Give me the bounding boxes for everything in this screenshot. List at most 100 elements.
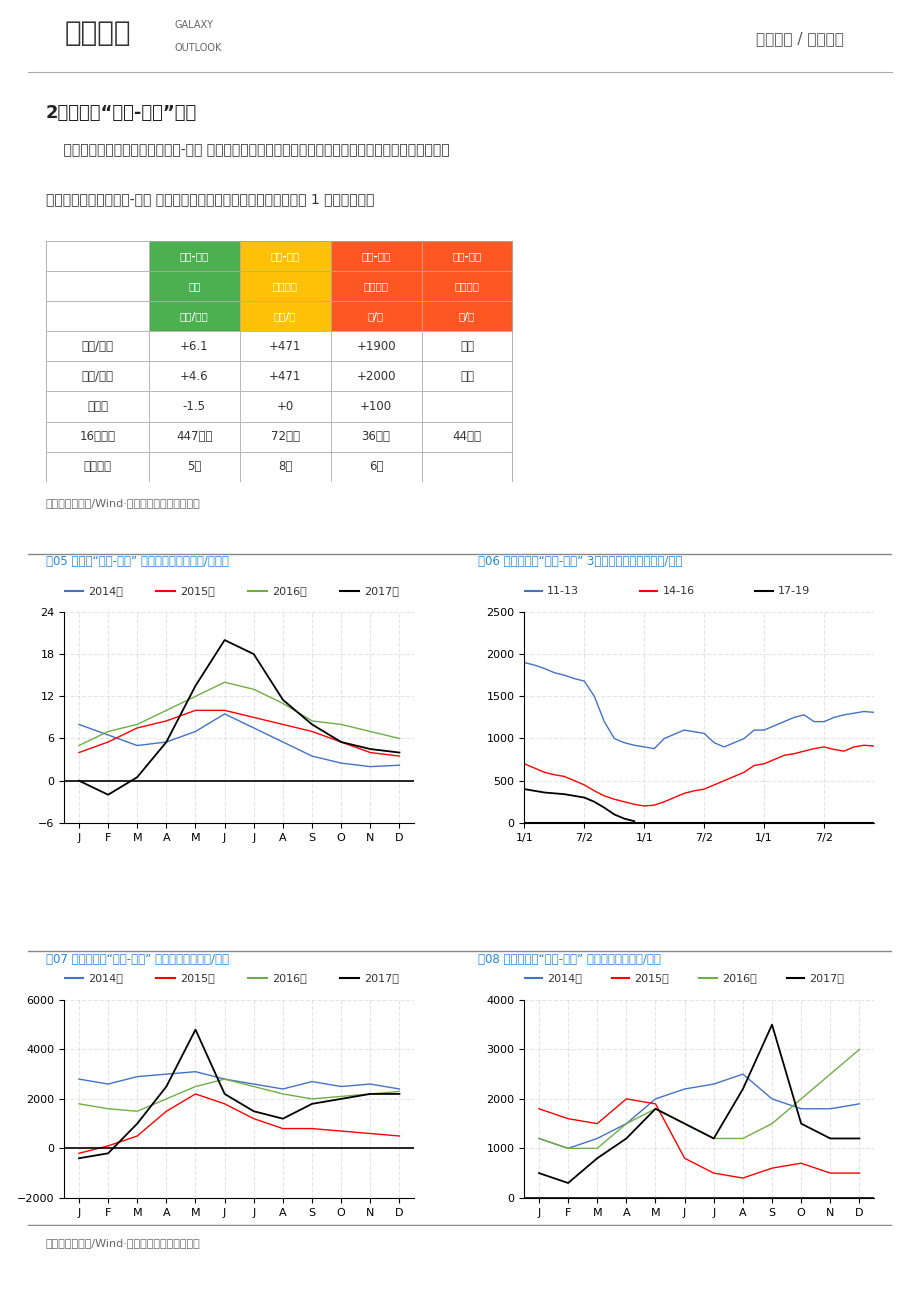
Bar bbox=[421, 331, 512, 362]
Bar bbox=[240, 392, 330, 422]
Text: 图07 中国海南：“胶水-杯胶” 季节性折线图（元/吨）: 图07 中国海南：“胶水-杯胶” 季节性折线图（元/吨） bbox=[46, 953, 229, 966]
Bar bbox=[240, 331, 330, 362]
Text: 元/吨: 元/吨 bbox=[368, 311, 384, 322]
Text: 偑周/上周: 偑周/上周 bbox=[82, 340, 113, 353]
Bar bbox=[330, 422, 421, 452]
Bar bbox=[421, 301, 512, 331]
Bar bbox=[149, 271, 240, 301]
Text: +6.1: +6.1 bbox=[180, 340, 209, 353]
Text: 中国云南: 中国云南 bbox=[454, 281, 479, 292]
Text: 72万吨: 72万吨 bbox=[270, 430, 300, 443]
Text: 泰国从暴雨中恢复了过来，胶水-杯胶 价差明显走低，供应回复。马来西亚处于旺产，供应正常。海南东: 泰国从暴雨中恢复了过来，胶水-杯胶 价差明显走低，供应回复。马来西亚处于旺产，供… bbox=[46, 143, 449, 158]
Text: 8度: 8度 bbox=[278, 460, 292, 473]
Bar bbox=[330, 362, 421, 392]
Text: 2015年: 2015年 bbox=[634, 973, 668, 983]
Text: 资料来源：万德/Wind·银河期货能源化工事业部: 资料来源：万德/Wind·银河期货能源化工事业部 bbox=[46, 497, 200, 508]
Bar bbox=[149, 452, 240, 482]
Text: 胶水-杯胶: 胶水-杯胶 bbox=[179, 251, 209, 260]
Bar bbox=[330, 331, 421, 362]
Text: 2014年: 2014年 bbox=[88, 973, 123, 983]
Text: 6度: 6度 bbox=[369, 460, 383, 473]
Bar bbox=[421, 452, 512, 482]
Bar bbox=[46, 452, 149, 482]
Text: 图05 泰国：“胶水-杯胶” 季节性折线图（泰铱/千克）: 图05 泰国：“胶水-杯胶” 季节性折线图（泰铱/千克） bbox=[46, 555, 229, 568]
Text: +0: +0 bbox=[277, 400, 293, 413]
Text: 胶水-杯胶: 胶水-杯胶 bbox=[270, 251, 300, 260]
Bar bbox=[240, 301, 330, 331]
Text: 2017年: 2017年 bbox=[364, 973, 399, 983]
Bar bbox=[330, 241, 421, 271]
Bar bbox=[240, 362, 330, 392]
Text: 泰国: 泰国 bbox=[187, 281, 200, 292]
Text: 11-13: 11-13 bbox=[547, 586, 578, 596]
Text: 2016年: 2016年 bbox=[721, 973, 755, 983]
Bar bbox=[149, 362, 240, 392]
Text: 供应热度: 供应热度 bbox=[84, 460, 111, 473]
Text: 美元/吨: 美元/吨 bbox=[274, 311, 296, 322]
Text: +4.6: +4.6 bbox=[180, 370, 209, 383]
Bar bbox=[149, 331, 240, 362]
Text: 2、气候与“胶水-杯胶”价差: 2、气候与“胶水-杯胶”价差 bbox=[46, 104, 197, 122]
Text: 17-19: 17-19 bbox=[777, 586, 810, 596]
Text: OUTLOOK: OUTLOOK bbox=[175, 43, 221, 53]
Text: 停割: 停割 bbox=[460, 370, 473, 383]
Text: 泰铱/公斤: 泰铱/公斤 bbox=[180, 311, 209, 322]
Text: 36万吨: 36万吨 bbox=[361, 430, 390, 443]
Bar bbox=[46, 422, 149, 452]
Text: 马来西亚: 马来西亚 bbox=[272, 281, 298, 292]
Bar bbox=[240, 422, 330, 452]
Text: +2000: +2000 bbox=[356, 370, 395, 383]
Text: 2014年: 2014年 bbox=[547, 973, 582, 983]
Bar bbox=[46, 362, 149, 392]
Bar bbox=[149, 241, 240, 271]
Bar bbox=[46, 331, 149, 362]
Text: 资料来源：万德/Wind·银河期货能源化工事业部: 资料来源：万德/Wind·银河期货能源化工事业部 bbox=[46, 1238, 200, 1249]
Bar bbox=[46, 271, 149, 301]
Bar bbox=[240, 452, 330, 482]
Text: 元/吨: 元/吨 bbox=[459, 311, 474, 322]
Text: 2016年: 2016年 bbox=[272, 973, 307, 983]
Text: 44万吨: 44万吨 bbox=[452, 430, 481, 443]
Text: 2015年: 2015年 bbox=[180, 586, 215, 596]
Bar bbox=[330, 392, 421, 422]
Bar bbox=[421, 422, 512, 452]
Text: 2017年: 2017年 bbox=[809, 973, 844, 983]
Text: 胶水-杯胶: 胶水-杯胶 bbox=[361, 251, 391, 260]
Text: 5度: 5度 bbox=[187, 460, 201, 473]
Text: -1.5: -1.5 bbox=[183, 400, 206, 413]
Bar bbox=[149, 301, 240, 331]
Text: 16年产量: 16年产量 bbox=[79, 430, 115, 443]
Text: 偒周/本周: 偒周/本周 bbox=[82, 370, 113, 383]
Bar bbox=[149, 392, 240, 422]
Bar bbox=[240, 241, 330, 271]
Text: 14-16: 14-16 bbox=[662, 586, 694, 596]
Text: 2015年: 2015年 bbox=[180, 973, 215, 983]
Bar bbox=[421, 362, 512, 392]
Text: 图06 马来西亚：“胶水-杯胶” 3年季节性折线图（美元/吨）: 图06 马来西亚：“胶水-杯胶” 3年季节性折线图（美元/吨） bbox=[478, 555, 682, 568]
Bar bbox=[46, 392, 149, 422]
Bar bbox=[149, 422, 240, 452]
Text: +471: +471 bbox=[268, 370, 301, 383]
Text: 2016年: 2016年 bbox=[272, 586, 307, 596]
Text: 2014年: 2014年 bbox=[88, 586, 123, 596]
Text: GALAXY: GALAXY bbox=[175, 20, 213, 30]
Bar bbox=[46, 241, 149, 271]
Bar bbox=[46, 301, 149, 331]
Text: +471: +471 bbox=[268, 340, 301, 353]
Bar bbox=[421, 392, 512, 422]
Text: +1900: +1900 bbox=[356, 340, 395, 353]
Bar bbox=[421, 271, 512, 301]
Text: 图08 中国云南：“胶水-杯胶” 季节性折线图（元/吨）: 图08 中国云南：“胶水-杯胶” 季节性折线图（元/吨） bbox=[478, 953, 661, 966]
Text: 南部地区已停割，胶水-杯胶 价差达到年内高値，预计西部地区也将在 1 月中旬停割。: 南部地区已停割，胶水-杯胶 价差达到年内高値，预计西部地区也将在 1 月中旬停割… bbox=[46, 191, 374, 206]
Bar bbox=[240, 271, 330, 301]
Text: 447万吨: 447万吨 bbox=[176, 430, 212, 443]
Text: 2017年: 2017年 bbox=[364, 586, 399, 596]
Text: 中国海南: 中国海南 bbox=[363, 281, 388, 292]
Text: 研发报告 / 天然橡胶: 研发报告 / 天然橡胶 bbox=[755, 31, 844, 47]
Bar bbox=[330, 301, 421, 331]
Bar bbox=[330, 271, 421, 301]
Text: +100: +100 bbox=[359, 400, 391, 413]
Text: 停割: 停割 bbox=[460, 340, 473, 353]
Text: 胶水-杯胶: 胶水-杯胶 bbox=[452, 251, 481, 260]
Bar bbox=[330, 452, 421, 482]
